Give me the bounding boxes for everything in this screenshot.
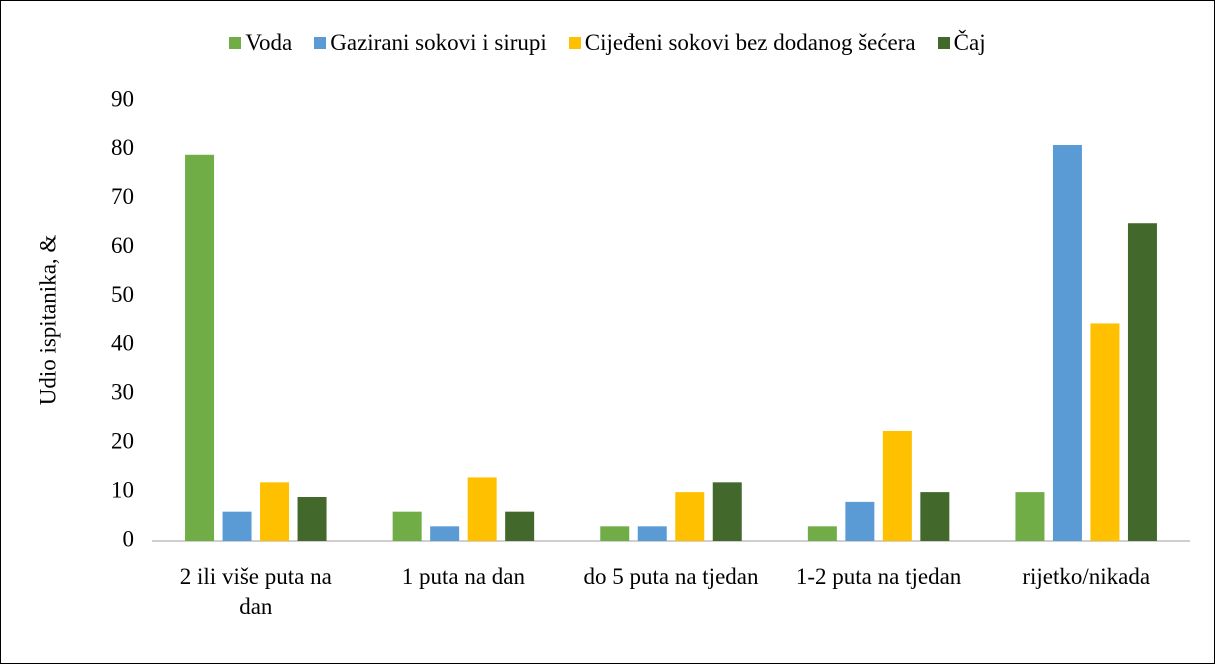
legend-swatch xyxy=(314,37,327,49)
y-tick-label: 70 xyxy=(111,184,134,209)
bar xyxy=(1090,323,1120,541)
bar xyxy=(467,477,497,541)
legend: Voda Gazirani sokovi i sirupi Cijeđeni sok… xyxy=(0,30,1215,56)
legend-item: Gazirani sokovi i sirupi xyxy=(314,30,547,56)
y-tick-label: 20 xyxy=(111,429,134,454)
legend-swatch xyxy=(937,37,950,49)
bar xyxy=(260,482,290,541)
legend-label: Voda xyxy=(245,30,293,55)
legend-swatch xyxy=(229,37,242,49)
y-tick-label: 10 xyxy=(111,477,134,502)
bar xyxy=(1015,492,1045,541)
bar xyxy=(600,526,630,541)
x-tick-label: do 5 puta na tjedan xyxy=(583,564,759,589)
bar xyxy=(392,511,422,541)
legend-label: Gazirani sokovi i sirupi xyxy=(330,30,547,55)
bar xyxy=(222,511,252,541)
y-tick-label: 40 xyxy=(111,331,134,356)
bar xyxy=(675,492,705,541)
bar xyxy=(882,431,912,541)
bar xyxy=(637,526,667,541)
bar xyxy=(807,526,837,541)
y-tick-label: 80 xyxy=(111,135,134,160)
y-tick-label: 90 xyxy=(111,86,134,111)
bar xyxy=(1052,145,1082,541)
legend-label: Cijeđeni sokovi bez dodanog šećera xyxy=(584,30,916,55)
x-tick-label: 2 ili više puta na dan xyxy=(179,564,332,619)
bar xyxy=(505,511,535,541)
y-tick-label: 30 xyxy=(111,380,134,405)
y-axis-label: Udio ispitanika, & xyxy=(35,235,60,406)
legend-item: Čaj xyxy=(937,30,986,56)
legend-swatch xyxy=(568,37,581,49)
bar xyxy=(1127,223,1157,541)
bar xyxy=(845,501,875,541)
y-tick-label: 60 xyxy=(111,233,134,258)
legend-item: Voda xyxy=(229,30,292,56)
x-tick-label: rijetko/nikada xyxy=(1022,564,1151,589)
bar xyxy=(712,482,742,541)
bar xyxy=(297,497,327,541)
bar xyxy=(185,154,215,541)
x-tick-label: 1-2 puta na tjedan xyxy=(795,564,962,589)
y-tick-label: 50 xyxy=(111,282,134,307)
x-tick-label: 1 puta na dan xyxy=(401,564,526,589)
bar xyxy=(920,492,950,541)
y-tick-label: 0 xyxy=(123,526,135,551)
legend-item: Cijeđeni sokovi bez dodanog šećera xyxy=(568,30,916,56)
bar xyxy=(430,526,460,541)
legend-label: Čaj xyxy=(953,30,986,55)
